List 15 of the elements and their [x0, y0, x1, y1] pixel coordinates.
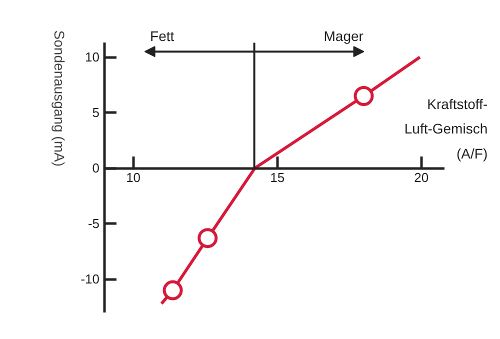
point — [162, 280, 183, 300]
x-tick-label: 10 — [126, 170, 141, 186]
annotation: Fett — [150, 28, 174, 44]
y-tick-label: 5 — [92, 105, 100, 120]
y-tick-label: 0 — [92, 160, 100, 176]
y-tick-label: -5 — [88, 216, 100, 232]
x-tick-label: 15 — [270, 170, 285, 186]
y-axis-title: Sondenausgang (mA) — [52, 30, 68, 167]
y-tick-label: -10 — [80, 272, 100, 287]
point — [198, 228, 218, 248]
x-axis-title: Kraftstoff- Luft-Gemisch (A/F) — [404, 96, 488, 162]
y-tick-label: 10 — [85, 50, 100, 65]
point — [354, 86, 374, 106]
x-tick-label: 20 — [414, 170, 429, 186]
annotation: Mager — [324, 28, 364, 44]
